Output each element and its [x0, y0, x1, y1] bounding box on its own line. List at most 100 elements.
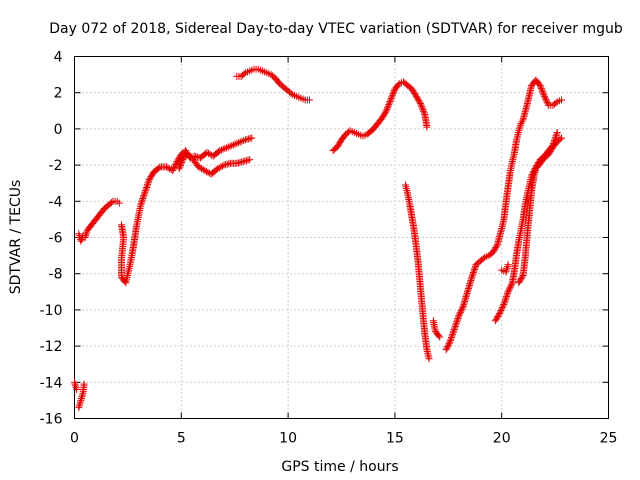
data-point — [411, 89, 419, 97]
data-point — [418, 103, 426, 111]
data-point — [240, 70, 248, 78]
data-point — [246, 156, 254, 164]
data-point — [71, 380, 79, 388]
data-point — [79, 391, 87, 399]
data-point — [215, 164, 223, 172]
data-point — [516, 121, 524, 129]
data-point — [77, 396, 85, 404]
data-point — [202, 167, 210, 175]
data-point — [558, 134, 566, 142]
data-point — [552, 133, 560, 141]
data-point — [201, 167, 209, 175]
data-point — [546, 147, 554, 155]
data-point — [76, 400, 84, 408]
data-point — [492, 315, 500, 323]
data-point — [140, 190, 148, 198]
data-point — [389, 90, 397, 98]
data-point — [196, 164, 204, 172]
data-point — [388, 93, 396, 101]
data-point — [507, 282, 515, 290]
data-point — [446, 337, 454, 345]
data-point — [384, 104, 392, 112]
data-point — [382, 107, 390, 115]
data-point — [175, 165, 183, 173]
x-tick-label: 15 — [386, 431, 404, 447]
data-point — [336, 139, 344, 147]
data-point — [491, 317, 499, 325]
data-point — [468, 273, 476, 281]
data-point — [518, 118, 526, 126]
data-point — [177, 160, 185, 168]
data-point — [552, 99, 560, 107]
data-point — [413, 94, 421, 102]
data-point — [454, 313, 462, 321]
data-point — [517, 119, 525, 127]
data-point — [451, 324, 459, 332]
data-point — [415, 97, 423, 105]
data-point — [448, 332, 456, 340]
y-tick-label: -12 — [40, 339, 63, 355]
data-point — [543, 98, 551, 106]
x-tick-label: 20 — [493, 431, 511, 447]
data-point — [500, 299, 508, 307]
data-point — [216, 147, 224, 155]
data-point — [455, 311, 463, 319]
data-point — [334, 142, 342, 150]
data-point — [162, 163, 170, 171]
y-tick-label: -16 — [40, 412, 63, 428]
data-point — [408, 85, 416, 93]
data-point — [456, 310, 464, 318]
data-point — [469, 269, 477, 277]
data-point — [494, 312, 502, 320]
data-point — [499, 302, 507, 310]
data-point — [233, 139, 241, 147]
data-point — [203, 148, 211, 156]
data-point — [535, 80, 543, 88]
data-point — [417, 100, 425, 108]
data-point — [108, 199, 116, 207]
data-point — [137, 201, 145, 209]
y-tick-label: -4 — [49, 194, 63, 210]
data-point — [142, 187, 150, 195]
data-point — [417, 101, 425, 109]
data-point — [446, 338, 454, 346]
data-point — [82, 232, 90, 240]
data-point — [75, 230, 83, 238]
data-point — [141, 188, 149, 196]
data-point — [73, 386, 81, 394]
data-point — [75, 404, 83, 412]
data-point — [442, 346, 450, 354]
data-point — [416, 98, 424, 106]
data-point — [174, 156, 182, 164]
data-point — [503, 266, 511, 274]
plot-frame — [74, 56, 609, 419]
data-point — [305, 96, 313, 104]
data-point — [498, 305, 506, 313]
data-point — [75, 402, 83, 410]
data-point — [547, 146, 555, 154]
data-point — [516, 277, 524, 285]
data-point — [539, 89, 547, 97]
data-point — [214, 148, 222, 156]
data-point — [238, 137, 246, 145]
data-point — [205, 149, 213, 157]
data-point — [497, 307, 505, 315]
data-point — [542, 95, 550, 103]
data-point — [144, 180, 152, 188]
data-point — [543, 97, 551, 105]
data-point — [508, 280, 516, 288]
data-point — [505, 286, 513, 294]
data-point — [414, 95, 422, 103]
data-point — [498, 303, 506, 311]
data-point — [504, 288, 512, 296]
y-tick-label: 2 — [54, 86, 63, 102]
data-point — [469, 270, 477, 278]
data-point — [240, 136, 248, 144]
data-point — [518, 273, 526, 281]
data-point — [229, 141, 237, 149]
y-tick-labels: -16 -14 -12 -10 -8 -6 -4 -2 0 2 4 — [40, 50, 63, 428]
data-point — [447, 335, 455, 343]
data-point — [419, 106, 427, 114]
data-point — [489, 248, 497, 256]
